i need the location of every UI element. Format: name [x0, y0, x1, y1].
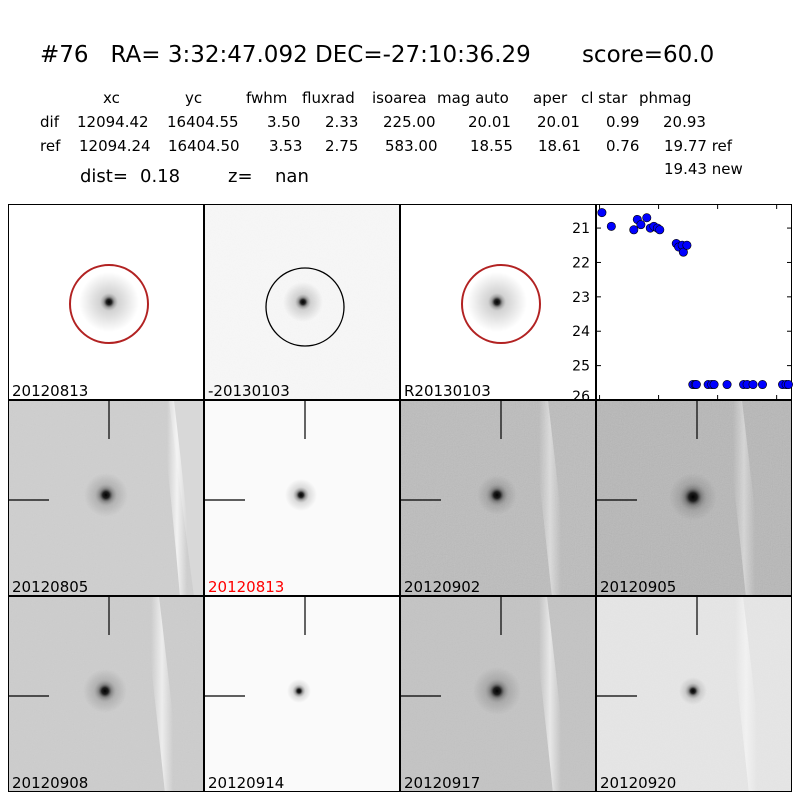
stamp-label: 20120914 — [208, 774, 285, 792]
ref-yc: 16404.50 — [168, 137, 240, 155]
stamp-ref-image: 20120813 — [8, 204, 204, 400]
stamp-label: R20130103 — [404, 382, 491, 400]
aperture-circle — [69, 264, 149, 344]
dif-yc: 16404.55 — [167, 113, 239, 131]
row-label-dif: dif — [40, 113, 59, 131]
col-header-fluxrad: fluxrad — [302, 89, 355, 107]
dif-fwhm: 3.50 — [267, 113, 301, 131]
aperture-circle — [265, 267, 345, 347]
data-point — [722, 380, 732, 390]
stamp-20120914: 20120914 — [204, 596, 400, 792]
data-point — [655, 225, 665, 235]
col-header-aper: aper — [533, 89, 568, 107]
y-tick-label: 21 — [572, 221, 590, 237]
z-value: nan — [275, 166, 309, 187]
stamp-label: 20120905 — [600, 578, 677, 596]
col-header-phmag: phmag — [639, 89, 692, 107]
stamp-diff-image: -20130103 — [204, 204, 400, 400]
dist-value: 0.18 — [140, 166, 181, 187]
light-curve-plot: 212223242526050100150 — [572, 204, 793, 420]
stamp-label: 20120920 — [600, 774, 677, 792]
data-point — [757, 380, 767, 390]
z-label: z= — [228, 166, 253, 187]
stamp-20120805: 20120805 — [8, 400, 204, 596]
ref-cl-star: 0.76 — [606, 137, 640, 155]
col-header-yc: yc — [185, 89, 203, 107]
ref-mag-auto: 18.55 — [470, 137, 513, 155]
stamp-20120917: 20120917 — [400, 596, 596, 792]
stamp-label: 20120902 — [404, 578, 481, 596]
page-title: #76 RA= 3:32:47.092 DEC=-27:10:36.29 sco… — [40, 42, 715, 68]
row-label-ref: ref — [40, 137, 61, 155]
dif-fluxrad: 2.33 — [325, 113, 359, 131]
data-point — [606, 221, 616, 231]
y-tick-label: 25 — [572, 359, 590, 375]
stamp-label: -20130103 — [208, 382, 290, 400]
ref-fluxrad: 2.75 — [325, 137, 359, 155]
stamp-label: 20120908 — [12, 774, 89, 792]
ref-xc: 12094.24 — [79, 137, 151, 155]
stamp-label: 20120813 — [12, 382, 89, 400]
data-point — [629, 225, 639, 235]
dif-xc: 12094.42 — [77, 113, 149, 131]
data-point — [748, 380, 758, 390]
dif-isoarea: 225.00 — [383, 113, 436, 131]
data-point — [709, 380, 719, 390]
data-point — [636, 220, 646, 230]
stamp-20120902: 20120902 — [400, 400, 596, 596]
stamp-20120905: 20120905 — [596, 400, 792, 596]
ref-aper: 18.61 — [538, 137, 581, 155]
col-header-mag-auto: mag auto — [437, 89, 509, 107]
new-mag: 19.43 new — [664, 160, 743, 178]
aperture-circle — [461, 264, 541, 344]
ref-fwhm: 3.53 — [269, 137, 303, 155]
y-tick-label: 22 — [572, 255, 590, 271]
dif-cl-star: 0.99 — [606, 113, 640, 131]
data-point — [682, 240, 692, 250]
stamp-20120908: 20120908 — [8, 596, 204, 792]
stamp-r-image: R20130103 — [400, 204, 596, 400]
stamp-20120920: 20120920 — [596, 596, 792, 792]
light-curve-svg: 212223242526050100150 — [572, 204, 793, 420]
col-header-fwhm: fwhm — [246, 89, 288, 107]
stamp-label: 20120805 — [12, 578, 89, 596]
stamp-20120813: 20120813 — [204, 400, 400, 596]
data-point — [783, 380, 793, 390]
data-point — [691, 380, 701, 390]
dif-phmag: 20.93 — [663, 113, 706, 131]
ref-phmag: 19.77 ref — [664, 137, 733, 155]
data-point — [597, 208, 607, 218]
col-header-cl-star: cl star — [581, 89, 628, 107]
stamp-label-highlight: 20120813 — [208, 578, 285, 596]
ref-isoarea: 583.00 — [385, 137, 438, 155]
col-header-isoarea: isoarea — [372, 89, 427, 107]
dif-mag-auto: 20.01 — [468, 113, 511, 131]
col-header-xc: xc — [103, 89, 120, 107]
data-point — [642, 213, 652, 223]
y-tick-label: 23 — [572, 290, 590, 306]
stamp-label: 20120917 — [404, 774, 481, 792]
dif-aper: 20.01 — [537, 113, 580, 131]
dist-label: dist= — [80, 166, 128, 187]
y-tick-label: 24 — [572, 324, 590, 340]
